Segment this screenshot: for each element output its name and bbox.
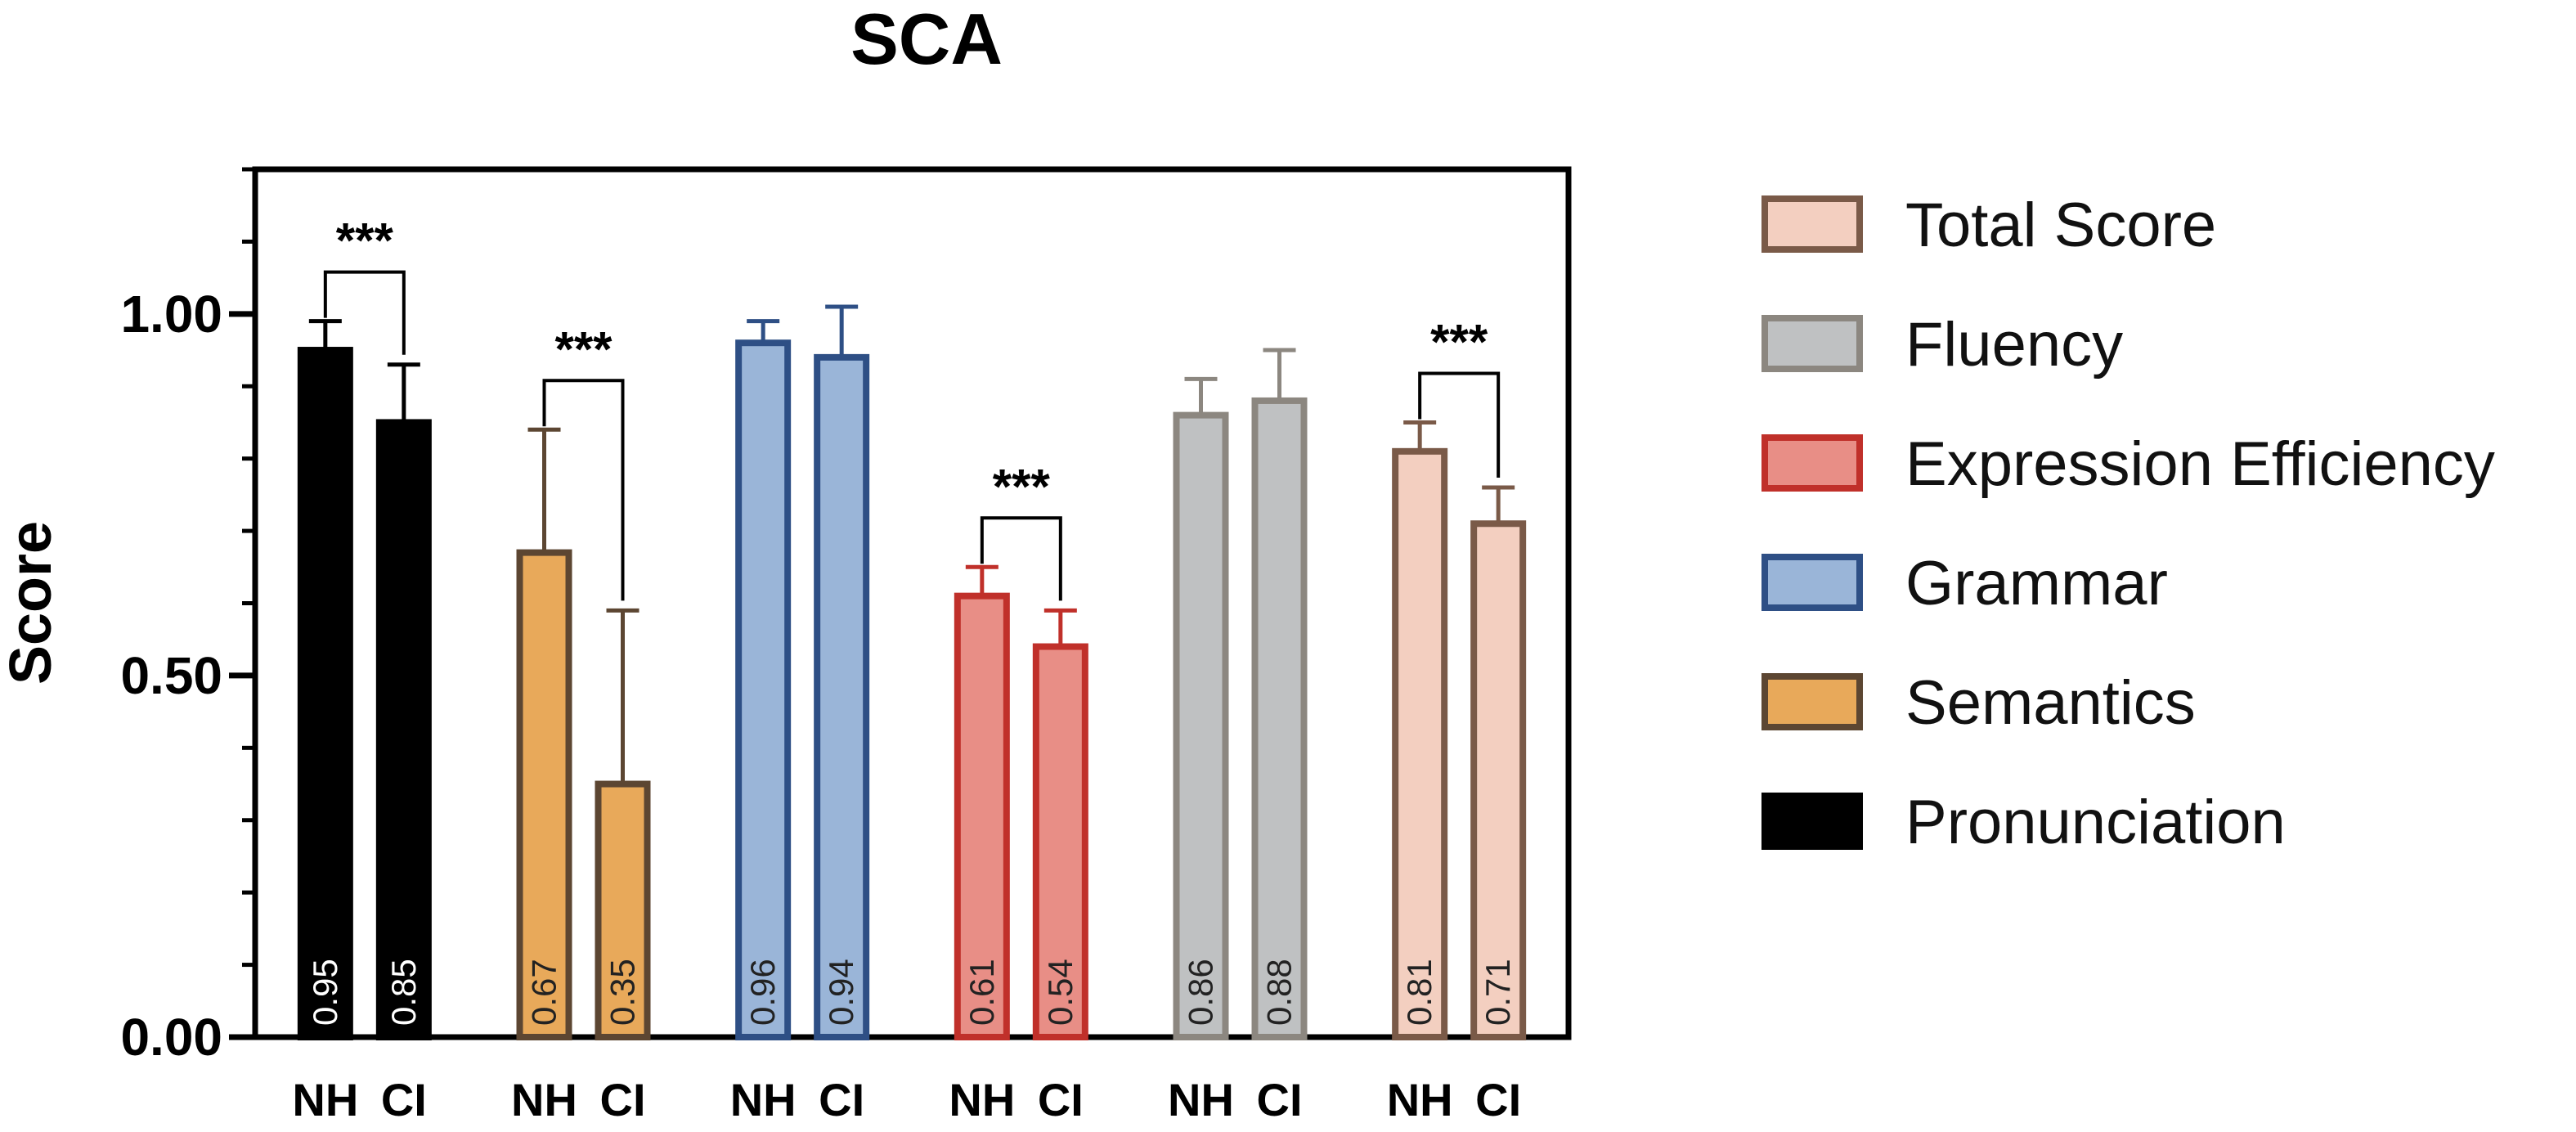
bar-value-label: 0.96 [743,959,782,1026]
legend-label-grammar: Grammar [1905,549,2168,618]
significance-stars: *** [554,321,613,376]
x-tick-label: CI [600,1074,646,1125]
legend-label-fluency: Fluency [1905,310,2123,380]
legend-swatch-pronunciation [1761,793,1863,850]
x-tick-label: NH [949,1074,1015,1125]
bar-value-label: 0.85 [384,959,423,1026]
x-tick-label: CI [819,1074,864,1125]
bar-pronunciation-ci [375,419,432,1040]
bar-value-label: 0.95 [306,959,344,1026]
bar-value-label: 0.71 [1479,959,1517,1026]
x-tick-label: NH [1168,1074,1234,1125]
significance-bracket [323,270,406,355]
bar-total-score-nh [1392,447,1448,1040]
significance-stars: *** [336,213,394,268]
x-tick-label: NH [511,1074,577,1125]
x-tick-label: CI [381,1074,427,1125]
x-tick-label: CI [1038,1074,1084,1125]
y-axis-label: Score [0,521,64,685]
bar-total-score-ci [1470,520,1527,1040]
bar-pronunciation-nh [297,347,353,1040]
plot-frame [252,166,1572,1040]
x-tick-label: NH [1387,1074,1453,1125]
significance-bracket [1418,371,1501,478]
legend-swatch-semantics [1761,673,1863,730]
legend-label-total-score: Total Score [1905,191,2216,260]
significance-bracket [542,379,625,601]
bar-grammar-ci [814,353,870,1040]
bar-value-label: 0.61 [963,959,1001,1026]
x-tick-label: NH [730,1074,797,1125]
bar-semantics-nh [516,549,572,1040]
x-tick-label: CI [1257,1074,1303,1125]
legend-label-expression-efficiency: Expression Efficiency [1905,429,2495,499]
y-tick-label: 0.50 [120,646,222,705]
bar-value-label: 0.67 [525,959,563,1026]
bar-semantics-ci [595,780,651,1041]
x-tick-label: NH [292,1074,358,1125]
plot-area: 0.00 0.50 1.00 0.95 NH 0.85 CI *** 0.67 NH 0.35 CI *… [120,166,1572,1125]
bar-value-label: 0.94 [822,959,860,1026]
bar-expression-efficiency-ci [1032,643,1088,1040]
bar-fluency-nh [1173,411,1229,1041]
legend-swatch-expression-efficiency [1761,434,1863,492]
x-tick-label: CI [1475,1074,1521,1125]
significance-stars: *** [993,459,1051,514]
bar-value-label: 0.54 [1041,959,1079,1026]
significance-bracket [980,516,1062,601]
bar-value-label: 0.86 [1182,959,1220,1026]
bar-fluency-ci [1251,397,1308,1040]
bar-value-label: 0.88 [1260,959,1299,1026]
bar-value-label: 0.35 [604,959,642,1026]
legend: Total Score Fluency Expression Efficiency G… [1761,191,2495,857]
bar-expression-efficiency-nh [954,592,1010,1040]
y-tick-label: 0.00 [120,1008,222,1067]
y-tick-label: 1.00 [120,285,222,344]
legend-swatch-total-score [1761,195,1863,253]
legend-label-pronunciation: Pronunciation [1905,788,2286,857]
chart-title: SCA [850,0,1003,79]
legend-swatch-grammar [1761,554,1863,611]
significance-stars: *** [1430,314,1488,369]
bar-grammar-nh [735,339,792,1040]
legend-swatch-fluency [1761,315,1863,372]
legend-label-semantics: Semantics [1905,668,2196,738]
bar-value-label: 0.81 [1400,959,1438,1026]
